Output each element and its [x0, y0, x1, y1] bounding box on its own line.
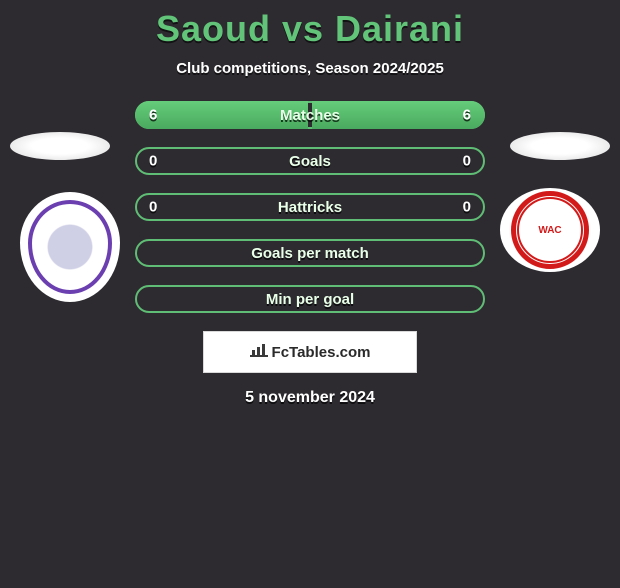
comparison-title: Saoud vs Dairani	[0, 8, 620, 50]
stat-row: Min per goal	[135, 285, 485, 313]
stat-value-right: 0	[463, 199, 471, 216]
stat-row: 6 Matches 6	[135, 101, 485, 129]
stat-value-left: 0	[149, 153, 157, 170]
site-attribution[interactable]: FcTables.com	[203, 331, 417, 373]
chart-icon	[250, 343, 268, 362]
stat-row: Goals per match	[135, 239, 485, 267]
stat-label: Goals	[289, 153, 331, 170]
stats-container: 6 Matches 6 0 Goals 0 0 Hattricks 0 Goals per mat…	[0, 101, 620, 313]
stat-value-left: 0	[149, 199, 157, 216]
comparison-subtitle: Club competitions, Season 2024/2025	[0, 60, 620, 77]
stat-label: Hattricks	[278, 199, 342, 216]
stat-label: Goals per match	[251, 245, 369, 262]
stat-label: Min per goal	[266, 291, 354, 308]
comparison-date: 5 november 2024	[0, 389, 620, 407]
stats-rows: 6 Matches 6 0 Goals 0 0 Hattricks 0 Goals per mat…	[135, 101, 485, 313]
stat-label: Matches	[280, 107, 340, 124]
site-label: FcTables.com	[272, 344, 371, 361]
stat-value-left: 6	[149, 107, 157, 124]
stat-value-right: 6	[463, 107, 471, 124]
stat-value-right: 0	[463, 153, 471, 170]
stat-row: 0 Hattricks 0	[135, 193, 485, 221]
stat-row: 0 Goals 0	[135, 147, 485, 175]
